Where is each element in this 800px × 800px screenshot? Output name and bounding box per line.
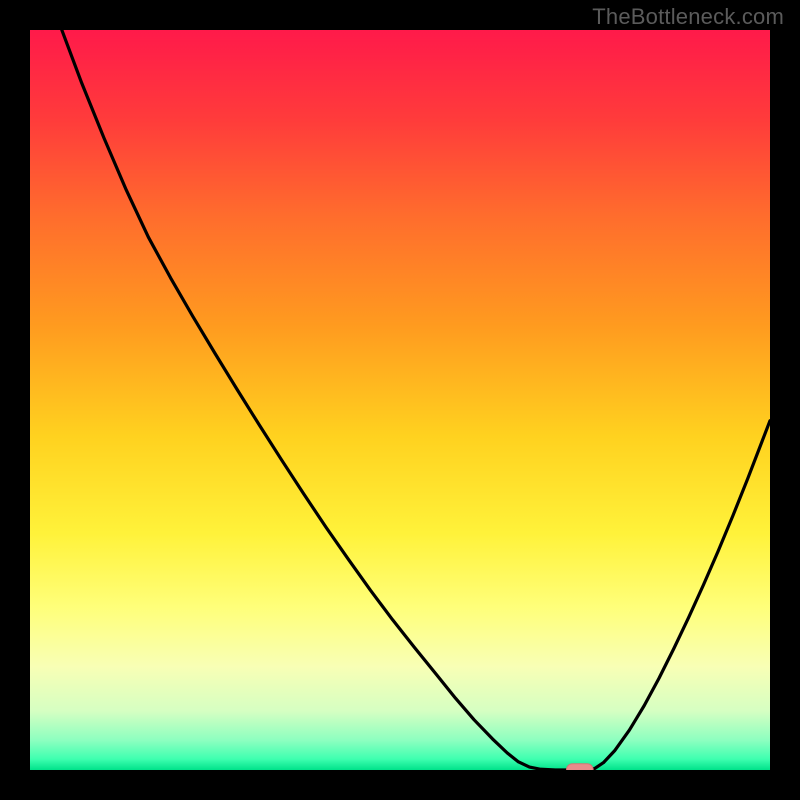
optimal-marker <box>567 764 594 770</box>
chart-svg <box>30 30 770 770</box>
chart-frame: TheBottleneck.com <box>0 0 800 800</box>
watermark-text: TheBottleneck.com <box>592 4 784 30</box>
plot-area <box>30 30 770 770</box>
bottleneck-curve <box>62 30 770 770</box>
